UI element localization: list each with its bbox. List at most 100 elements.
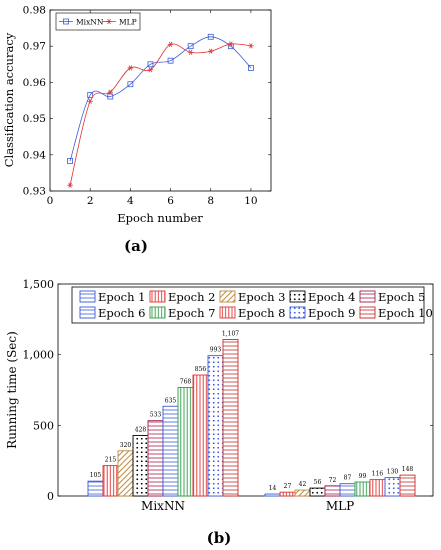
legend-swatch-epoch-4 [289, 290, 306, 303]
data-point-mlp [167, 41, 174, 48]
series-line-mixnn [69, 36, 252, 162]
legend-marker-mlp [106, 18, 112, 25]
plot-area-frame [57, 283, 434, 497]
bar-value-label: 105 [90, 472, 102, 479]
x-tick-label-mixnn: MixNN [141, 499, 185, 513]
bar-mlp-epoch-10 [399, 474, 416, 497]
bar-value-label: 1,107 [222, 331, 239, 338]
bar-mlp-epoch-7 [354, 481, 371, 497]
bar-value-label: 56 [314, 479, 322, 486]
legend-label-epoch-2: Epoch 2 [168, 290, 216, 304]
bar-value-label: 428 [135, 427, 147, 434]
bar-mlp-epoch-3 [294, 489, 311, 497]
legend-label-epoch-9: Epoch 9 [308, 306, 356, 320]
data-point-mixnn [187, 43, 194, 50]
x-tick-label: 8 [207, 195, 214, 207]
bar-value-label: 320 [120, 442, 132, 449]
bar-mlp-epoch-6 [339, 483, 356, 497]
data-point-mixnn [127, 81, 134, 88]
bar-value-label: 533 [150, 412, 162, 419]
data-point-mlp [248, 43, 254, 49]
bar-chart-panel: 0 500 1,000 1,500 MixNN MLP Running time (Se… [5, 278, 434, 547]
bar-value-label: 148 [402, 466, 414, 473]
x-tick-label: 4 [127, 195, 134, 207]
data-point-mixnn [147, 61, 154, 68]
legend-label-mixnn: MixNN [76, 18, 104, 27]
data-point-mixnn [87, 92, 94, 98]
data-point-mlp [67, 182, 73, 188]
legend-swatch-epoch-2 [149, 290, 166, 303]
bar-value-label: 215 [105, 457, 117, 464]
bar-mixnn-epoch-1 [87, 480, 104, 497]
data-point-mixnn [167, 57, 174, 64]
bar-value-label: 14 [269, 485, 277, 492]
legend-swatch-epoch-8 [219, 306, 236, 319]
bar-value-label: 768 [180, 378, 192, 385]
data-point-mlp [127, 65, 134, 71]
x-tick-label: 2 [87, 195, 94, 207]
series-line-mlp [69, 43, 251, 186]
bar-mlp-epoch-1 [264, 493, 281, 497]
bars-group [87, 339, 416, 497]
bar-value-label: 116 [372, 471, 384, 478]
data-point-mixnn [207, 33, 214, 40]
x-tick-labels: MixNN MLP [141, 499, 354, 513]
panel-label: (a) [124, 237, 148, 255]
bar-value-label: 856 [195, 366, 207, 373]
legend-label-mlp: MLP [119, 18, 137, 27]
data-point-mlp [147, 67, 154, 73]
legend-label-epoch-7: Epoch 7 [168, 306, 216, 320]
y-tick-label: 0.97 [23, 41, 46, 53]
legend-label-epoch-5: Epoch 5 [378, 290, 426, 304]
y-tick-label: 0.98 [23, 5, 46, 17]
y-tick-label: 0.96 [23, 77, 47, 89]
bar-mlp-epoch-2 [279, 491, 296, 497]
y-tick-label: 0 [47, 490, 54, 503]
bar-mixnn-epoch-9 [207, 355, 224, 497]
y-axis-label: Classification accuracy [2, 32, 16, 167]
legend-box [55, 12, 141, 31]
legend: MixNN MLP [55, 12, 141, 31]
bar-mlp-epoch-4 [309, 487, 326, 497]
data-point-mlp [207, 48, 214, 54]
x-tick-label: 6 [167, 195, 174, 207]
y-tick-label: 0.94 [23, 149, 47, 161]
x-tick-labels: 0 2 4 6 8 10 [47, 195, 258, 207]
bar-mlp-epoch-5 [324, 485, 341, 497]
legend-swatch-epoch-9 [289, 306, 306, 319]
legend-label-epoch-4: Epoch 4 [308, 290, 356, 304]
bar-mixnn-epoch-6 [162, 405, 179, 497]
legend-swatch-epoch-3 [219, 290, 236, 303]
bar-mixnn-epoch-7 [177, 387, 194, 497]
series-group [67, 33, 254, 188]
x-tick-label: 0 [47, 195, 54, 207]
y-tick-labels: 0.93 0.94 0.95 0.96 0.97 0.98 [23, 5, 47, 198]
bar-value-label: 42 [299, 481, 307, 488]
y-tick-label: 0.93 [23, 186, 46, 198]
bar-value-label: 27 [284, 483, 292, 490]
x-tick-label: 10 [244, 195, 257, 207]
y-axis-label: Running time (Sec) [5, 331, 19, 449]
x-tick-label-mlp: MLP [326, 499, 354, 513]
x-axis-label: Epoch number [117, 211, 203, 225]
legend-label-epoch-3: Epoch 3 [238, 290, 286, 304]
bar-value-label: 99 [359, 473, 367, 480]
legend-label-epoch-6: Epoch 6 [98, 306, 146, 320]
data-point-mlp [187, 49, 194, 55]
bar-value-label: 72 [329, 477, 337, 484]
data-point-mlp [87, 98, 93, 104]
y-tick-label: 1,000 [23, 349, 55, 362]
bar-mixnn-epoch-3 [117, 450, 134, 497]
legend-label-epoch-10: Epoch 10 [378, 306, 433, 320]
data-point-mixnn [248, 65, 254, 71]
legend-swatch-epoch-10 [359, 306, 376, 319]
data-point-mixnn [107, 93, 114, 100]
tick-marks [49, 9, 271, 192]
legend-swatch-epoch-5 [359, 290, 376, 303]
legend-label-epoch-8: Epoch 8 [238, 306, 286, 320]
legend-swatch-epoch-1 [79, 290, 96, 303]
legend-marker-mixnn [63, 18, 69, 25]
y-tick-label: 1,500 [23, 278, 55, 291]
